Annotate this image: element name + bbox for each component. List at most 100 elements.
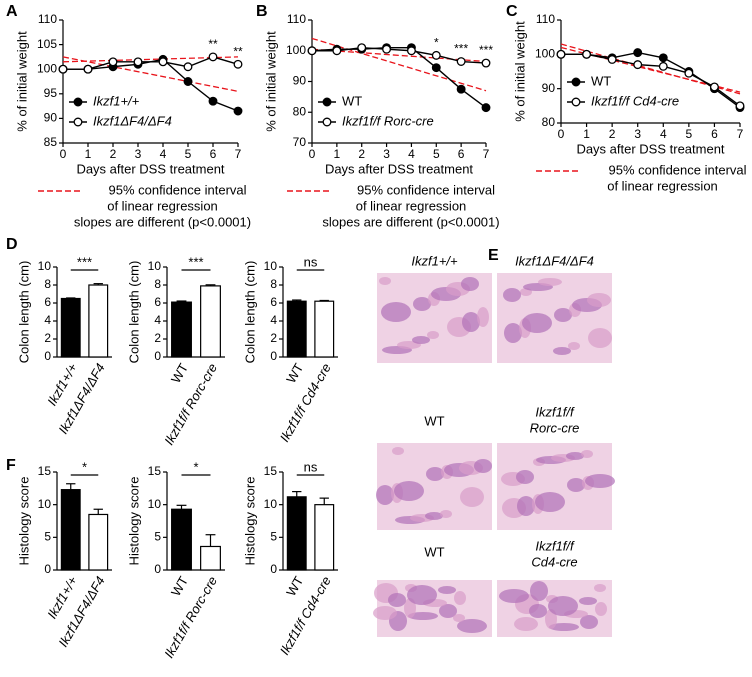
x-tick-label: WT [283, 574, 306, 599]
data-point [406, 46, 416, 56]
data-point [233, 106, 243, 116]
tissue-texture [373, 606, 397, 620]
bar [200, 285, 221, 358]
tissue-texture [568, 342, 580, 350]
x-tick-label: 3 [634, 127, 641, 141]
tissue-texture [457, 619, 487, 633]
data-point [357, 43, 367, 53]
data-point [108, 57, 118, 67]
y-tick-label: 100 [535, 47, 555, 61]
x-tick-label: 6 [458, 147, 465, 161]
significance-label: *** [188, 254, 203, 269]
y-axis-label: Colon length (cm) [16, 261, 31, 364]
y-axis-label: Colon length (cm) [242, 261, 257, 364]
bar [286, 496, 307, 571]
data-point [431, 50, 441, 60]
tissue-texture [579, 597, 597, 605]
y-tick-label: 105 [37, 37, 57, 51]
x-tick-label: 0 [558, 127, 565, 141]
y-tick-label: 100 [37, 61, 57, 75]
histology-image [373, 580, 492, 637]
tissue-texture [379, 277, 391, 285]
y-tick-label: 90 [293, 74, 307, 88]
y-axis-label: % of initial weight [512, 21, 527, 122]
tissue-texture [425, 512, 443, 520]
x-tick-label: 1 [583, 127, 590, 141]
bar [171, 301, 192, 358]
histology-image [497, 273, 612, 363]
y-axis-label: % of initial weight [263, 31, 278, 132]
y-tick-label: 90 [542, 81, 556, 95]
x-tick-label: 5 [433, 147, 440, 161]
regression-note: slopes are different (p<0.0001) [322, 214, 499, 229]
tissue-texture [394, 481, 424, 501]
data-point [456, 57, 466, 66]
tissue-texture [538, 278, 562, 286]
tissue-texture [529, 604, 547, 618]
x-tick-label: 7 [235, 147, 242, 161]
significance-label: *** [77, 254, 92, 269]
y-tick-label: 110 [287, 12, 306, 26]
tissue-texture [412, 336, 430, 344]
y-tick-label: 10 [38, 497, 52, 511]
series-line [311, 46, 487, 109]
tissue-texture [438, 586, 456, 594]
data-point [633, 48, 643, 58]
legend-label: WT [591, 73, 611, 88]
tissue-texture [530, 581, 548, 601]
x-axis-label: Days after DSS treatment [576, 141, 724, 156]
tissue-background [497, 273, 612, 363]
data-point [607, 55, 617, 64]
significance-label: * [434, 36, 439, 50]
regression-note: 95% confidence interval [357, 182, 495, 197]
x-tick-label: 2 [110, 147, 117, 161]
regression-note: of linear regression [356, 198, 467, 213]
significance-label: *** [479, 43, 493, 57]
tissue-texture [381, 302, 411, 322]
y-tick-label: 6 [154, 295, 161, 309]
tissue-texture [460, 487, 484, 507]
data-point [456, 84, 466, 94]
data-point [83, 64, 93, 74]
regression-note: of linear regression [107, 198, 218, 213]
significance-label: ** [233, 44, 243, 58]
y-tick-label: 100 [286, 43, 306, 57]
tissue-texture [499, 589, 529, 603]
tissue-texture [474, 459, 492, 473]
significance-label: * [82, 459, 87, 474]
legend-marker [571, 97, 581, 107]
histology-image [497, 443, 615, 530]
tissue-texture [426, 467, 444, 481]
data-point [332, 46, 342, 56]
x-tick-label: 2 [358, 147, 365, 161]
histology-label: Ikzf1f/f [535, 404, 575, 419]
data-point [709, 82, 719, 92]
data-point [658, 61, 668, 71]
tissue-texture [376, 485, 394, 505]
y-tick-label: 4 [44, 313, 51, 327]
bar [286, 300, 307, 358]
tissue-texture [392, 447, 404, 455]
legend-marker [571, 77, 581, 87]
bar [171, 508, 192, 571]
data-point [481, 58, 491, 68]
tissue-texture [454, 591, 466, 605]
legend-marker [322, 117, 332, 127]
tissue-texture [566, 452, 584, 460]
histology-label: Ikzf1ΔF4/ΔF4 [515, 253, 594, 268]
y-tick-label: 4 [154, 313, 161, 327]
bar [60, 297, 81, 358]
x-tick-label: 6 [210, 147, 217, 161]
y-tick-label: 15 [38, 464, 52, 478]
y-tick-label: 10 [38, 259, 52, 273]
y-tick-label: 10 [148, 259, 162, 273]
y-tick-label: 95 [44, 86, 58, 100]
data-point [633, 60, 643, 70]
legend-marker [322, 97, 332, 107]
y-tick-label: 8 [154, 277, 161, 291]
tissue-texture [580, 615, 598, 629]
data-point [233, 59, 243, 69]
y-tick-label: 5 [270, 530, 277, 544]
legend-marker [73, 97, 83, 107]
